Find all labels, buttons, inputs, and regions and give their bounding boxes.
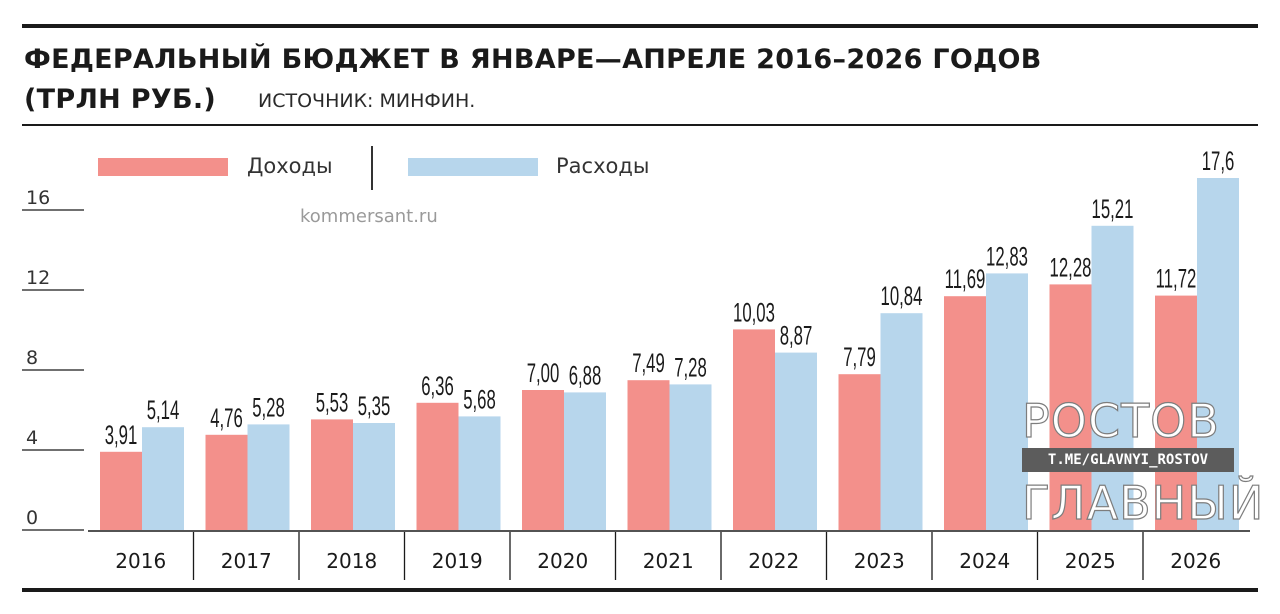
bar-Расходы-2018 [353,423,395,530]
bar-Расходы-2025 [1091,225,1134,531]
chart-source: ИСТОЧНИК: МИНФИН. [258,90,476,112]
data-label-Расходы-2024: 12,83 [986,241,1028,271]
channel-watermark-top: РОСТОВ [1021,393,1220,448]
kommersant-watermark: kommersant.ru [300,206,438,227]
legend-label-expense: Расходы [556,154,650,178]
data-label-Доходы-2019: 6,36 [421,371,454,401]
y-tick-label-2: 8 [26,347,38,369]
bar-Расходы-2017 [247,424,290,530]
data-label-Расходы-2017: 5,28 [252,392,285,422]
x-tick-label-2018: 2018 [326,549,377,573]
x-tick-label-2016: 2016 [115,549,166,573]
x-tick-label-2025: 2025 [1065,549,1116,573]
bar-Доходы-2019 [416,402,459,530]
y-tick-label-1: 4 [26,427,38,449]
channel-watermark-link: T.ME/GLAVNYI_ROSTOV [1022,448,1234,472]
top-rule [22,24,1258,28]
bar-Доходы-2024 [944,296,986,530]
data-label-Доходы-2022: 10,03 [733,297,775,327]
data-label-Расходы-2021: 7,28 [674,352,707,382]
x-tick-label-2020: 2020 [537,549,588,573]
y-tick-label-3: 12 [26,267,50,289]
data-label-Расходы-2026: 17,6 [1202,146,1235,176]
y-tick-label-4: 16 [26,187,50,209]
bar-Расходы-2022 [775,352,817,530]
bar-Расходы-2023 [880,313,923,530]
x-tick-label-2022: 2022 [748,549,799,573]
data-label-Доходы-2024: 11,69 [945,264,986,294]
data-label-Расходы-2023: 10,84 [881,281,923,311]
data-label-Доходы-2020: 7,00 [527,358,560,388]
data-label-Расходы-2022: 8,87 [780,321,813,351]
bar-Доходы-2023 [838,374,881,530]
data-label-Доходы-2016: 3,91 [105,420,138,450]
bar-Расходы-2024 [986,273,1028,530]
bar-Доходы-2016 [100,451,142,530]
legend-swatch-income [98,158,228,176]
x-tick-label-2024: 2024 [959,549,1010,573]
data-label-Доходы-2018: 5,53 [316,387,349,417]
bottom-rule [22,588,1258,592]
chart-subtitle: (ТРЛН РУБ.) [24,84,217,115]
legend-divider [371,146,373,190]
x-tick-label-2023: 2023 [854,549,905,573]
x-tick-label-2017: 2017 [221,549,272,573]
data-label-Доходы-2017: 4,76 [210,403,243,433]
bar-Доходы-2026 [1155,295,1197,530]
bar-Расходы-2021 [669,384,712,530]
legend-swatch-expense [408,158,538,176]
x-tick-label-2021: 2021 [643,549,694,573]
data-label-Расходы-2020: 6,88 [569,360,602,390]
data-label-Доходы-2025: 12,28 [1050,252,1092,282]
x-tick-label-2026: 2026 [1170,549,1221,573]
bar-Расходы-2016 [142,427,184,530]
data-label-Доходы-2023: 7,79 [843,342,876,372]
legend-label-income: Доходы [247,154,333,178]
bar-Доходы-2025 [1049,284,1092,530]
y-tick-label-0: 0 [26,507,38,529]
x-tick-label-2019: 2019 [432,549,483,573]
data-label-Расходы-2018: 5,35 [358,391,391,421]
bar-Расходы-2020 [564,392,606,530]
bar-Доходы-2021 [627,380,670,530]
bar-Доходы-2022 [733,329,775,530]
bar-Расходы-2019 [458,416,501,530]
data-label-Доходы-2021: 7,49 [632,348,665,378]
chart-title: ФЕДЕРАЛЬНЫЙ БЮДЖЕТ В ЯНВАРЕ—АПРЕЛЕ 2016–… [24,44,1042,75]
data-label-Расходы-2019: 5,68 [463,384,496,414]
data-label-Расходы-2016: 5,14 [147,395,180,425]
bar-Доходы-2017 [205,434,248,530]
data-label-Доходы-2026: 11,72 [1156,264,1197,294]
channel-watermark-bottom: ГЛАВНЫЙ [1021,475,1265,530]
bar-Доходы-2020 [522,390,564,530]
data-label-Расходы-2025: 15,21 [1092,194,1134,224]
bar-Доходы-2018 [311,419,353,530]
header-rule [22,124,1258,126]
